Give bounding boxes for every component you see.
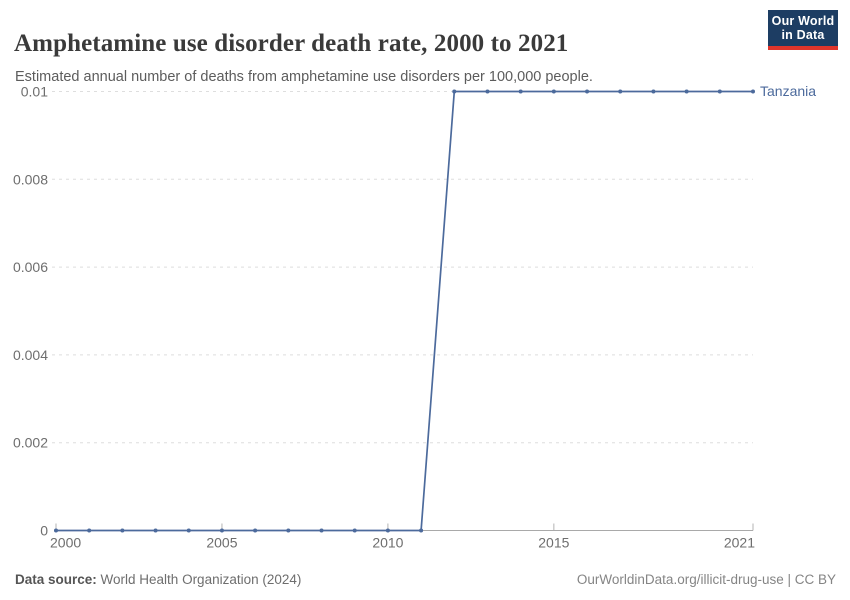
x-tick-label: 2021 bbox=[724, 535, 755, 551]
y-tick-label: 0.004 bbox=[13, 347, 48, 363]
data-point[interactable] bbox=[485, 89, 490, 94]
x-tick-label: 2010 bbox=[372, 535, 403, 551]
x-tick-label: 2000 bbox=[50, 535, 81, 551]
data-point[interactable] bbox=[219, 528, 224, 533]
data-point[interactable] bbox=[352, 528, 357, 533]
data-point[interactable] bbox=[253, 528, 258, 533]
data-point[interactable] bbox=[385, 528, 390, 533]
data-source-value: World Health Organization (2024) bbox=[96, 572, 302, 587]
data-point[interactable] bbox=[54, 528, 58, 533]
data-point[interactable] bbox=[684, 89, 689, 94]
y-tick-label: 0 bbox=[40, 523, 48, 539]
data-point[interactable] bbox=[419, 528, 424, 533]
y-tick-label: 0.006 bbox=[13, 259, 48, 275]
owid-logo-line2: in Data bbox=[781, 28, 825, 42]
footer-link[interactable]: OurWorldinData.org/illicit-drug-use | CC… bbox=[576, 572, 836, 587]
data-point[interactable] bbox=[452, 89, 457, 94]
data-source-note: Data source: World Health Organization (… bbox=[15, 572, 301, 587]
page-title: Amphetamine use disorder death rate, 200… bbox=[14, 29, 569, 57]
data-point[interactable] bbox=[87, 528, 92, 533]
data-point[interactable] bbox=[120, 528, 125, 533]
x-tick-label: 2005 bbox=[206, 535, 237, 551]
page-subtitle: Estimated annual number of deaths from a… bbox=[15, 68, 593, 85]
owid-logo[interactable]: Our World in Data bbox=[768, 10, 838, 50]
x-tick-label: 2015 bbox=[538, 535, 569, 551]
y-tick-label: 0.008 bbox=[13, 171, 48, 187]
data-point[interactable] bbox=[518, 89, 523, 94]
data-point[interactable] bbox=[286, 528, 291, 533]
series-line[interactable] bbox=[56, 90, 753, 532]
data-point[interactable] bbox=[551, 89, 556, 94]
data-point[interactable] bbox=[153, 528, 158, 533]
data-point[interactable] bbox=[186, 528, 191, 533]
data-point[interactable] bbox=[319, 528, 324, 533]
data-point[interactable] bbox=[618, 89, 623, 94]
y-tick-label: 0.002 bbox=[13, 435, 48, 451]
data-point[interactable] bbox=[585, 89, 590, 94]
data-source-label: Data source: bbox=[15, 572, 97, 587]
data-point[interactable] bbox=[651, 89, 656, 94]
y-tick-label: 0.01 bbox=[21, 84, 48, 100]
data-point[interactable] bbox=[751, 89, 755, 94]
series-label[interactable]: Tanzania bbox=[760, 83, 816, 99]
owid-logo-line1: Our World bbox=[771, 14, 835, 28]
data-point[interactable] bbox=[717, 89, 722, 94]
